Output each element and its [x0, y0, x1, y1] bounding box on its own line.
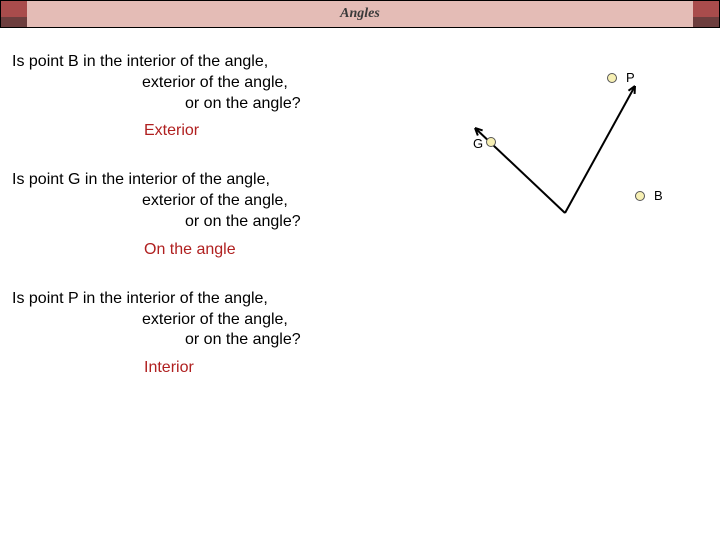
- question-line: exterior of the angle,: [12, 73, 360, 94]
- answer-text: Exterior: [12, 122, 360, 140]
- point-g: [486, 137, 496, 147]
- question-line: exterior of the angle,: [12, 310, 360, 331]
- point-label-p: P: [626, 70, 635, 85]
- question-line: or on the angle?: [12, 330, 360, 351]
- point-p: [607, 73, 617, 83]
- content-area: Is point B in the interior of the angle,…: [0, 28, 720, 540]
- answer-text: Interior: [12, 359, 360, 377]
- page-title: Angles: [27, 1, 693, 27]
- title-accent-right: [693, 1, 719, 27]
- angle-rays: [410, 68, 710, 268]
- title-bar: Angles: [0, 0, 720, 28]
- title-accent-left: [1, 1, 27, 27]
- question-line: or on the angle?: [12, 94, 360, 115]
- point-label-g: G: [473, 136, 483, 151]
- angle-diagram: P G B: [410, 68, 710, 268]
- question-block: Is point B in the interior of the angle,…: [12, 52, 360, 114]
- question-block: Is point P in the interior of the angle,…: [12, 289, 360, 351]
- question-line: Is point P in the interior of the angle,: [12, 289, 360, 310]
- question-block: Is point G in the interior of the angle,…: [12, 170, 360, 232]
- accent-stripe-bottom: [1, 17, 27, 27]
- accent-stripe-top: [693, 1, 719, 17]
- question-line: Is point B in the interior of the angle,: [12, 52, 360, 73]
- question-line: exterior of the angle,: [12, 191, 360, 212]
- accent-stripe-top: [1, 1, 27, 17]
- point-label-b: B: [654, 188, 663, 203]
- questions-column: Is point B in the interior of the angle,…: [0, 28, 360, 540]
- accent-stripe-bottom: [693, 17, 719, 27]
- question-line: Is point G in the interior of the angle,: [12, 170, 360, 191]
- answer-text: On the angle: [12, 241, 360, 259]
- question-line: or on the angle?: [12, 212, 360, 233]
- point-b: [635, 191, 645, 201]
